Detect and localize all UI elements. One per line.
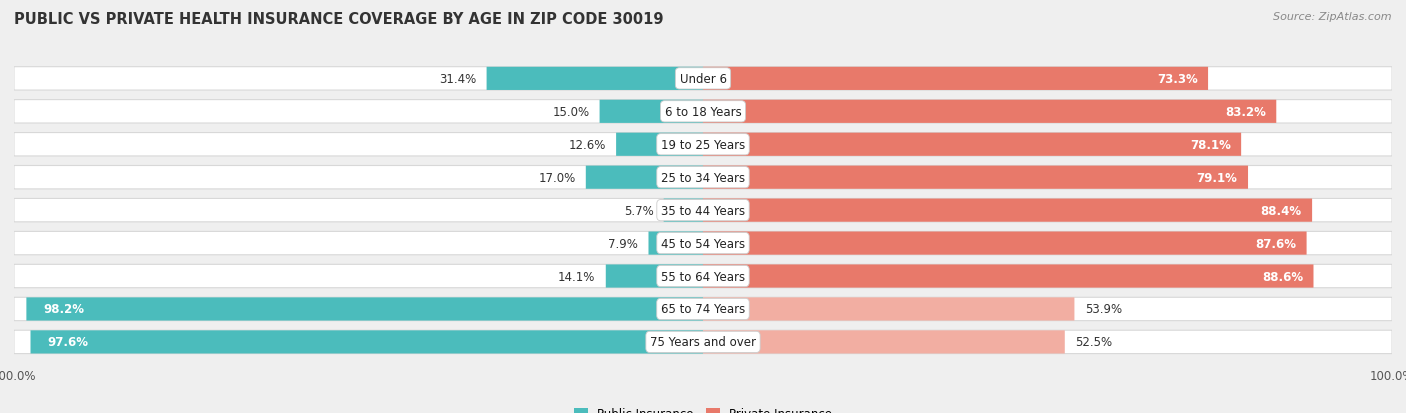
FancyBboxPatch shape xyxy=(616,133,703,157)
FancyBboxPatch shape xyxy=(606,265,703,288)
FancyBboxPatch shape xyxy=(599,100,703,123)
Text: 12.6%: 12.6% xyxy=(568,138,606,152)
Text: 78.1%: 78.1% xyxy=(1189,138,1230,152)
FancyBboxPatch shape xyxy=(14,199,1392,222)
Text: 98.2%: 98.2% xyxy=(44,303,84,316)
Text: 5.7%: 5.7% xyxy=(624,204,654,217)
Text: 6 to 18 Years: 6 to 18 Years xyxy=(665,106,741,119)
FancyBboxPatch shape xyxy=(703,199,1312,222)
Text: 45 to 54 Years: 45 to 54 Years xyxy=(661,237,745,250)
FancyBboxPatch shape xyxy=(703,68,1208,91)
Text: 25 to 34 Years: 25 to 34 Years xyxy=(661,171,745,184)
Text: 14.1%: 14.1% xyxy=(558,270,596,283)
FancyBboxPatch shape xyxy=(703,100,1277,123)
Text: PUBLIC VS PRIVATE HEALTH INSURANCE COVERAGE BY AGE IN ZIP CODE 30019: PUBLIC VS PRIVATE HEALTH INSURANCE COVER… xyxy=(14,12,664,27)
FancyBboxPatch shape xyxy=(14,232,1392,255)
FancyBboxPatch shape xyxy=(703,166,1249,189)
FancyBboxPatch shape xyxy=(703,133,1241,157)
FancyBboxPatch shape xyxy=(14,100,1392,124)
Text: Source: ZipAtlas.com: Source: ZipAtlas.com xyxy=(1274,12,1392,22)
FancyBboxPatch shape xyxy=(703,330,1064,354)
FancyBboxPatch shape xyxy=(703,298,1074,321)
Text: 79.1%: 79.1% xyxy=(1197,171,1237,184)
FancyBboxPatch shape xyxy=(586,166,703,189)
FancyBboxPatch shape xyxy=(14,67,1392,91)
FancyBboxPatch shape xyxy=(31,330,703,354)
Text: 15.0%: 15.0% xyxy=(553,106,589,119)
Text: 31.4%: 31.4% xyxy=(439,73,477,85)
Text: Under 6: Under 6 xyxy=(679,73,727,85)
Text: 75 Years and over: 75 Years and over xyxy=(650,336,756,349)
Text: 73.3%: 73.3% xyxy=(1157,73,1198,85)
FancyBboxPatch shape xyxy=(703,265,1313,288)
Text: 7.9%: 7.9% xyxy=(609,237,638,250)
FancyBboxPatch shape xyxy=(14,133,1392,157)
Text: 97.6%: 97.6% xyxy=(48,336,89,349)
Text: 65 to 74 Years: 65 to 74 Years xyxy=(661,303,745,316)
Text: 87.6%: 87.6% xyxy=(1256,237,1296,250)
FancyBboxPatch shape xyxy=(648,232,703,255)
Text: 55 to 64 Years: 55 to 64 Years xyxy=(661,270,745,283)
FancyBboxPatch shape xyxy=(664,199,703,222)
Text: 83.2%: 83.2% xyxy=(1225,106,1265,119)
Text: 52.5%: 52.5% xyxy=(1076,336,1112,349)
Text: 17.0%: 17.0% xyxy=(538,171,575,184)
FancyBboxPatch shape xyxy=(14,265,1392,288)
FancyBboxPatch shape xyxy=(703,232,1306,255)
FancyBboxPatch shape xyxy=(14,166,1392,190)
FancyBboxPatch shape xyxy=(14,330,1392,354)
Legend: Public Insurance, Private Insurance: Public Insurance, Private Insurance xyxy=(569,402,837,413)
Text: 35 to 44 Years: 35 to 44 Years xyxy=(661,204,745,217)
Text: 19 to 25 Years: 19 to 25 Years xyxy=(661,138,745,152)
FancyBboxPatch shape xyxy=(27,298,703,321)
Text: 88.6%: 88.6% xyxy=(1263,270,1303,283)
Text: 88.4%: 88.4% xyxy=(1261,204,1302,217)
FancyBboxPatch shape xyxy=(486,68,703,91)
Text: 53.9%: 53.9% xyxy=(1084,303,1122,316)
FancyBboxPatch shape xyxy=(14,297,1392,321)
